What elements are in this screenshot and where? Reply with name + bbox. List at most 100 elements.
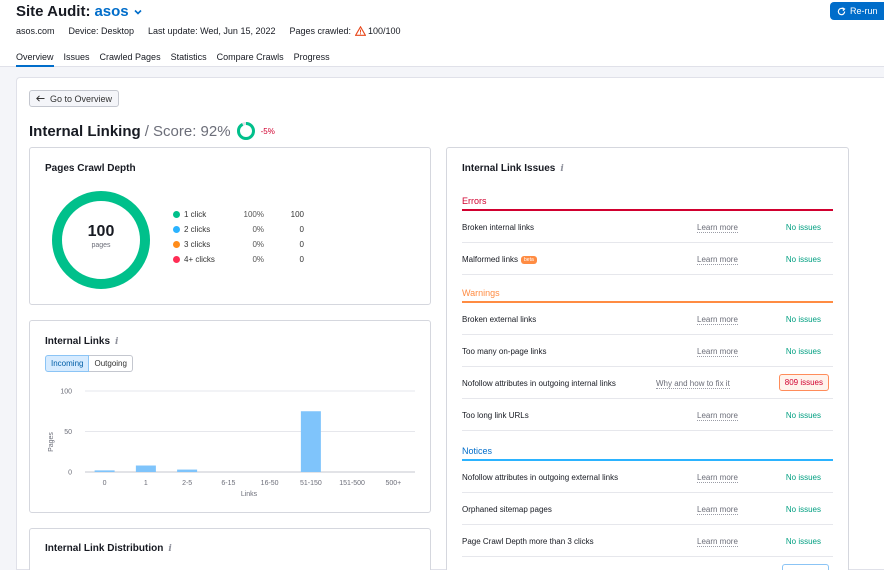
score-text: / Score: 92% xyxy=(144,122,231,140)
crawl-depth-title: Pages Crawl Depth xyxy=(45,163,136,174)
info-icon[interactable]: i xyxy=(168,544,172,554)
learn-more-link[interactable]: Learn more xyxy=(697,347,738,357)
legend-row[interactable]: 1 click 100% 100 xyxy=(173,210,304,219)
legend-row[interactable]: 3 clicks 0% 0 xyxy=(173,240,304,249)
device-label: Device: Desktop xyxy=(68,26,135,36)
pages-crawled-value: 100/100 xyxy=(368,26,401,36)
incoming-button[interactable]: Incoming xyxy=(45,355,90,372)
learn-more-link[interactable]: Learn more xyxy=(697,411,738,421)
legend-dot-icon xyxy=(173,211,180,218)
distribution-card xyxy=(29,528,431,570)
chart-bar[interactable] xyxy=(135,465,156,472)
issue-status: No issues xyxy=(785,537,821,546)
issue-name: Nofollow attributes in outgoing external… xyxy=(462,473,619,482)
learn-more-link[interactable]: Learn more xyxy=(697,537,738,547)
issues-count-badge[interactable]: 809 issues xyxy=(778,374,829,391)
header: Site Audit: asos asos.com Device: Deskto… xyxy=(0,0,884,67)
issue-row: Malformed links beta Learn more No issues xyxy=(462,243,833,275)
issue-row: Page Crawl Depth more than 3 clicks Lear… xyxy=(462,525,833,557)
issue-status: No issues xyxy=(785,411,821,420)
outgoing-button[interactable]: Outgoing xyxy=(89,355,133,372)
view-all-button[interactable] xyxy=(782,564,829,570)
issue-name: Nofollow attributes in outgoing internal… xyxy=(462,379,616,388)
x-tick-label: 51-150 xyxy=(300,480,322,487)
issue-name: Page Crawl Depth more than 3 clicks xyxy=(462,537,594,546)
learn-more-link[interactable]: Learn more xyxy=(697,255,738,265)
issue-row: Too long link URLs Learn more No issues xyxy=(462,399,833,431)
x-tick-label: 0 xyxy=(103,480,107,487)
go-to-overview-label: Go to Overview xyxy=(50,93,113,104)
tab-progress[interactable]: Progress xyxy=(293,52,330,62)
chart-bar[interactable] xyxy=(94,470,115,472)
x-tick-label: 16-50 xyxy=(261,480,279,487)
notices-divider xyxy=(462,459,833,461)
pages-crawled-label: Pages crawled: xyxy=(289,26,352,36)
distribution-title-text: Internal Link Distribution xyxy=(45,543,164,554)
meta-row: asos.com Device: Desktop Last update: We… xyxy=(16,26,415,36)
project-selector[interactable]: asos xyxy=(94,3,129,20)
issue-row: Broken external links Learn more No issu… xyxy=(462,303,833,335)
rerun-button[interactable]: Re-run xyxy=(830,2,884,20)
legend-count: 0 xyxy=(299,255,304,264)
tab-compare-crawls[interactable]: Compare Crawls xyxy=(216,52,284,62)
tab-overview[interactable]: Overview xyxy=(16,52,54,67)
tab-crawled-pages[interactable]: Crawled Pages xyxy=(99,52,161,62)
legend-label: 3 clicks xyxy=(184,240,211,249)
nav-tabs: Overview Issues Crawled Pages Statistics… xyxy=(16,52,340,67)
legend-count: 100 xyxy=(290,210,304,219)
chart-bar[interactable] xyxy=(300,411,321,472)
legend-pct: 0% xyxy=(252,255,264,264)
legend-label: 1 click xyxy=(184,210,207,219)
issue-row: Nofollow attributes in outgoing external… xyxy=(462,461,833,493)
legend-pct: 0% xyxy=(252,240,264,249)
page-heading: Site Audit: xyxy=(16,3,91,20)
legend-count: 0 xyxy=(299,225,304,234)
chevron-down-icon[interactable] xyxy=(133,7,143,17)
last-update-label: Last update: Wed, Jun 15, 2022 xyxy=(148,26,276,36)
issue-name: Too many on-page links xyxy=(462,347,547,356)
issue-row: Broken internal links Learn more No issu… xyxy=(462,211,833,243)
internal-links-card xyxy=(29,320,431,513)
title-row: Site Audit: asos xyxy=(16,3,143,20)
legend-dot-icon xyxy=(173,226,180,233)
notices-heading: Notices xyxy=(462,446,493,456)
legend-dot-icon xyxy=(173,241,180,248)
crawl-depth-donut xyxy=(52,191,150,289)
issue-row: Orphaned sitemap pages Learn more No iss… xyxy=(462,493,833,525)
x-tick-label: 6-15 xyxy=(221,480,235,487)
issue-status: No issues xyxy=(785,505,821,514)
tab-issues[interactable]: Issues xyxy=(63,52,90,62)
why-and-how-link[interactable]: Why and how to fix it xyxy=(656,379,730,389)
warnings-heading: Warnings xyxy=(462,288,500,298)
internal-links-title-text: Internal Links xyxy=(45,336,111,347)
issue-status: No issues xyxy=(785,473,821,482)
crawl-depth-total-label: pages xyxy=(91,242,111,249)
learn-more-link[interactable]: Learn more xyxy=(697,473,738,483)
errors-divider xyxy=(462,209,833,211)
page-title: Internal Linking / Score: 92% -5% xyxy=(29,121,275,141)
learn-more-link[interactable]: Learn more xyxy=(697,315,738,325)
arrow-left-icon xyxy=(36,95,45,102)
crawl-depth-total: 100 xyxy=(87,223,115,240)
tab-statistics[interactable]: Statistics xyxy=(170,52,207,62)
issue-row: Too many on-page links Learn more No iss… xyxy=(462,335,833,367)
internal-links-title: Internal Links i xyxy=(45,336,118,347)
beta-badge: beta xyxy=(521,255,537,264)
rerun-label: Re-run xyxy=(850,6,878,16)
issue-name: Broken internal links xyxy=(462,223,535,232)
go-to-overview-button[interactable]: Go to Overview xyxy=(29,90,120,107)
legend-label: 4+ clicks xyxy=(184,255,215,264)
legend-row[interactable]: 2 clicks 0% 0 xyxy=(173,225,304,234)
info-icon[interactable]: i xyxy=(560,164,564,174)
y-tick-label: 100 xyxy=(60,389,72,396)
domain-label: asos.com xyxy=(16,26,55,36)
learn-more-link[interactable]: Learn more xyxy=(697,223,738,233)
legend-dot-icon xyxy=(173,256,180,263)
issue-name: Orphaned sitemap pages xyxy=(462,505,552,514)
chart-bar[interactable] xyxy=(177,469,198,472)
x-tick-label: 151-500 xyxy=(339,480,365,487)
learn-more-link[interactable]: Learn more xyxy=(697,505,738,515)
x-tick-label: 1 xyxy=(144,480,148,487)
info-icon[interactable]: i xyxy=(115,337,119,347)
legend-row[interactable]: 4+ clicks 0% 0 xyxy=(173,255,304,264)
